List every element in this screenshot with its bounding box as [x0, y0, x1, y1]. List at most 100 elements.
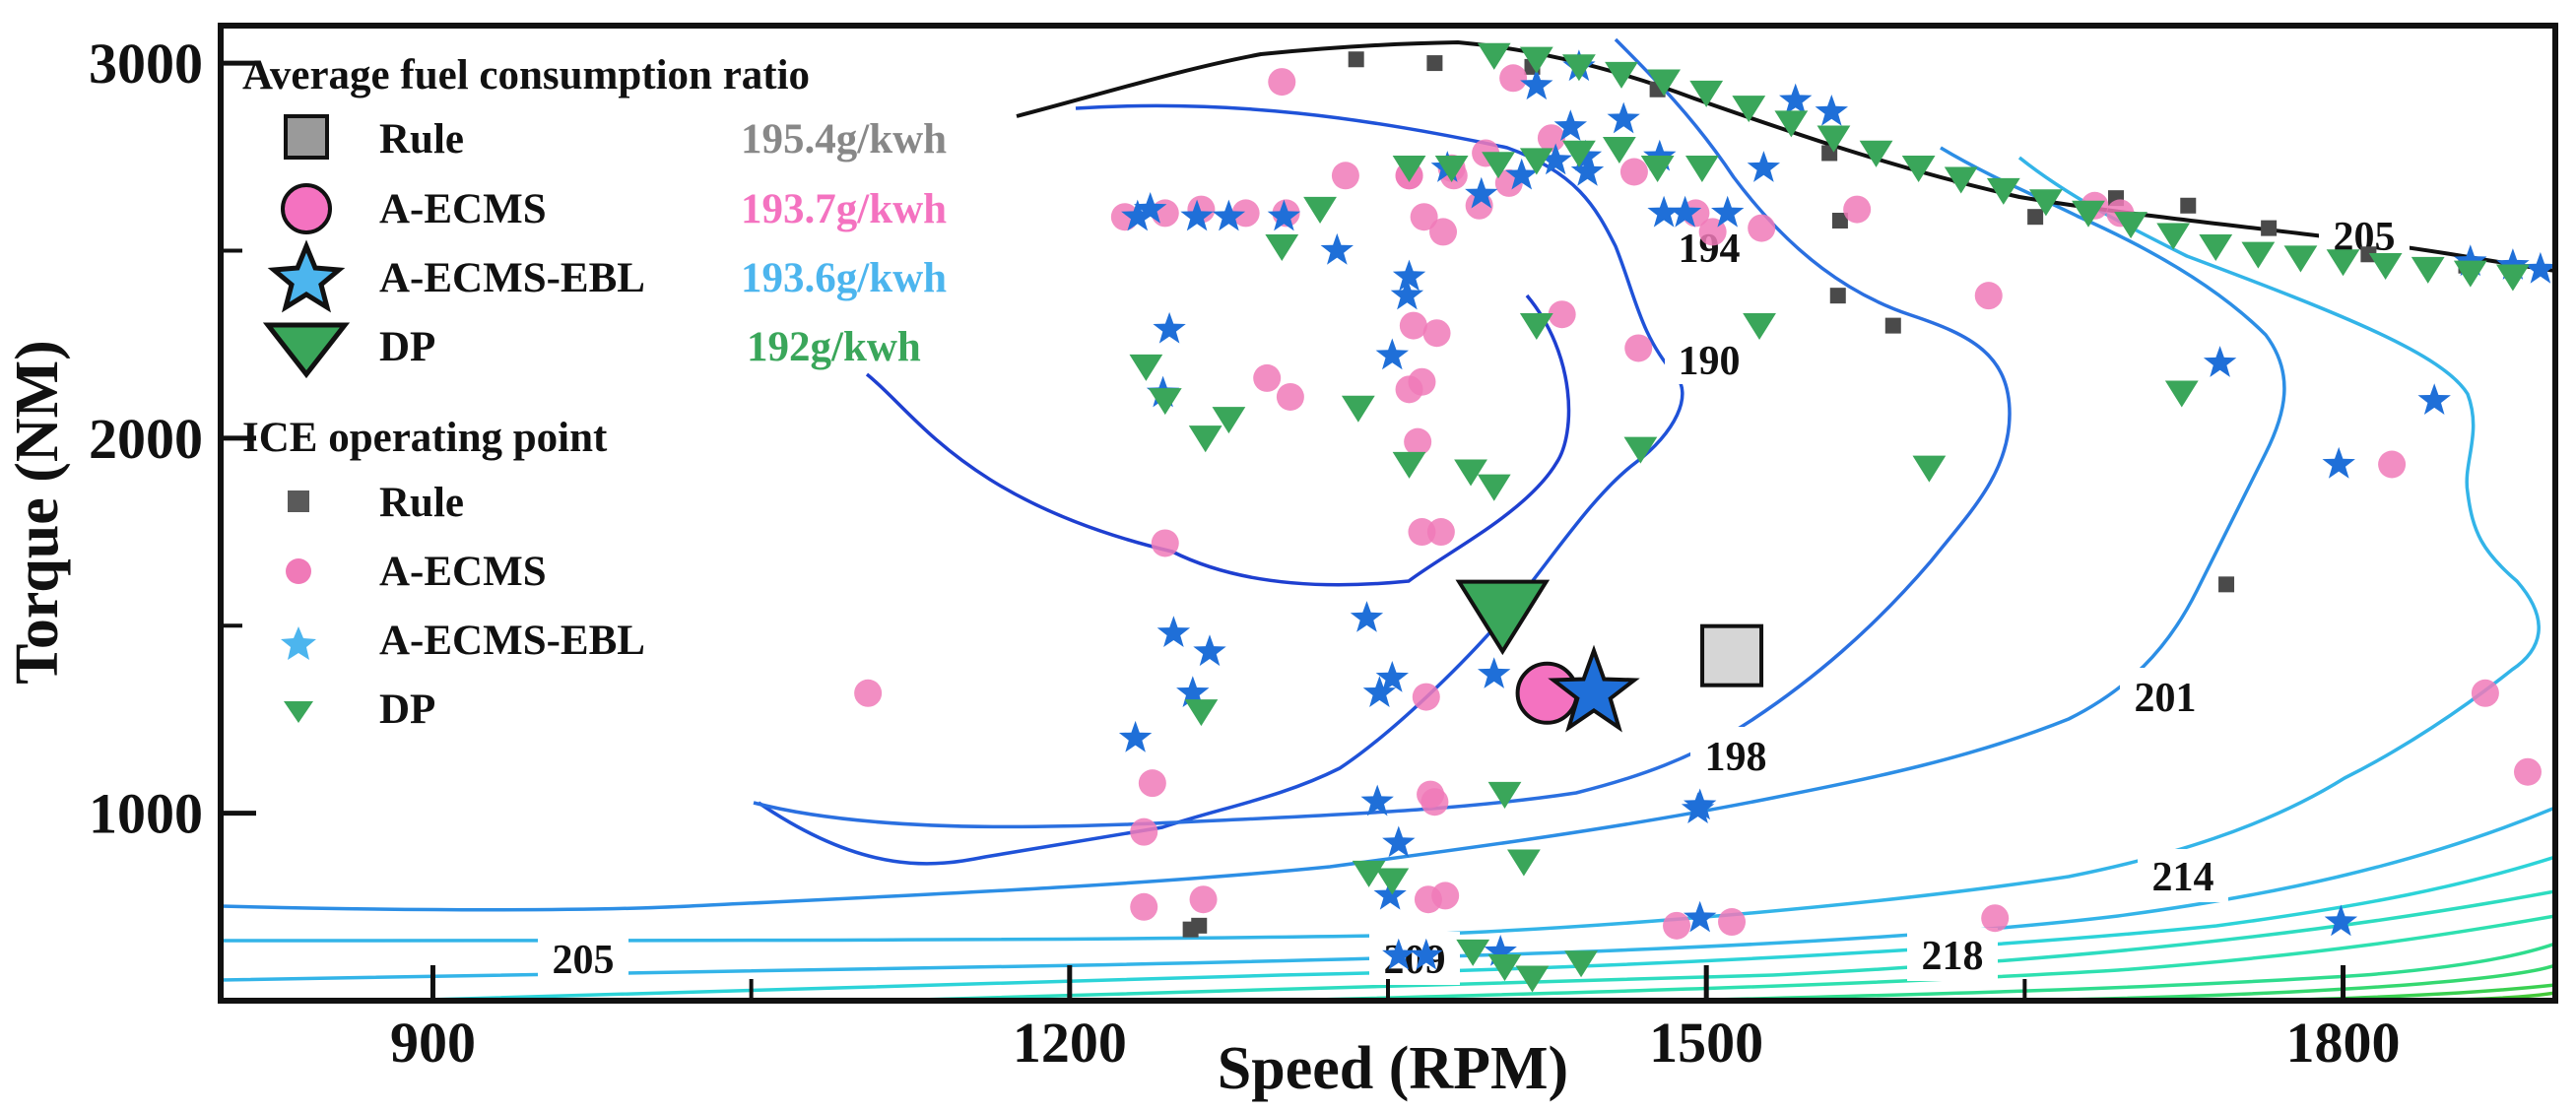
- a-ecms-operating-point: [1974, 282, 2003, 310]
- rule-operating-point: [1829, 288, 1846, 304]
- a-ecms-ebl-operating-point: [1815, 95, 1848, 126]
- dp-operating-point: [1148, 388, 1182, 416]
- contour-201: [221, 146, 2286, 912]
- dp-operating-point: [1184, 699, 1219, 727]
- a-ecms-ebl-operating-point: [1382, 938, 1416, 970]
- a-ecms-operating-point: [2513, 757, 2542, 786]
- dp-operating-point: [1623, 436, 1658, 464]
- a-ecms-ebl-operating-point: [1392, 259, 1426, 292]
- dp-operating-point: [2496, 264, 2530, 292]
- a-ecms-ebl-operating-point: [1118, 720, 1153, 752]
- a-ecms-operating-point: [1410, 203, 1438, 231]
- a-ecms-operating-point: [1408, 367, 1436, 396]
- dp-operating-point: [1506, 849, 1541, 877]
- a-ecms-ebl-operating-point: [1267, 199, 1301, 231]
- a-ecms-ebl-operating-point: [1647, 195, 1681, 228]
- dp-operating-point: [1605, 61, 1638, 89]
- operating-points: [854, 42, 2555, 993]
- dp-operating-point: [1859, 140, 1893, 167]
- a-ecms-ebl-operating-point: [1553, 109, 1587, 141]
- contour-190: [865, 294, 1571, 587]
- rule-operating-point: [1182, 921, 1199, 938]
- x-tick-label: 1500: [1649, 1011, 1763, 1075]
- contour-214b: [1280, 914, 2555, 1001]
- rule-operating-point: [2180, 197, 2197, 214]
- dp-operating-point: [1352, 860, 1386, 887]
- dp-operating-point: [1986, 177, 2020, 205]
- a-ecms-operating-point: [1548, 300, 1576, 329]
- rule-operating-point: [1426, 55, 1443, 72]
- legend-points-title: ICE operating point: [242, 415, 608, 461]
- a-ecms-ebl-operating-point: [1681, 792, 1715, 823]
- legend-rule-label: Rule: [379, 116, 464, 163]
- x-tick-label: 1800: [2286, 1011, 2401, 1075]
- legend-dp-point-label: DP: [379, 686, 435, 733]
- contour-label-198: 198: [1705, 735, 1767, 780]
- contour-label-214: 214: [2152, 855, 2214, 900]
- dp-operating-point: [1901, 156, 1936, 183]
- legend-dp-label: DP: [379, 324, 435, 370]
- dp-operating-point: [1519, 46, 1553, 74]
- dp-operating-point: [1519, 148, 1553, 175]
- dp-operating-point: [1602, 136, 1636, 164]
- dp-operating-point: [1487, 781, 1522, 809]
- dp-operating-point: [2072, 200, 2105, 228]
- a-ecms-ebl-operating-point: [1134, 192, 1167, 224]
- a-ecms-operating-point: [1426, 518, 1455, 547]
- contour-label-218: 218: [1922, 934, 1984, 979]
- a-ecms-ebl-operating-point: [1360, 784, 1394, 817]
- a-ecms-operating-point: [1619, 158, 1648, 186]
- legend-aecmsebl-value: 193.6g/kwh: [741, 255, 947, 301]
- contour-214a: [886, 889, 2555, 1001]
- dp-operating-point: [2156, 223, 2191, 250]
- a-ecms-operating-point: [1130, 892, 1158, 921]
- dp-operating-point: [2326, 249, 2360, 277]
- contour-198: [753, 37, 2012, 829]
- legend-aecmsebl-point-marker: [281, 626, 316, 660]
- dp-operating-point: [2283, 245, 2318, 273]
- a-ecms-operating-point: [1422, 319, 1451, 348]
- a-ecms-ebl-operating-point: [1193, 634, 1226, 667]
- dp-operating-point: [2453, 260, 2487, 288]
- a-ecms-ebl-operating-point: [1350, 601, 1384, 632]
- a-ecms-ebl-operating-point: [1121, 199, 1155, 231]
- contour-209: [393, 855, 2555, 1001]
- dp-operating-point: [1375, 868, 1410, 895]
- x-tick-label: 1200: [1013, 1011, 1127, 1075]
- legend-aecms-average-marker: [281, 183, 332, 234]
- a-ecms-ebl-operating-point: [1373, 878, 1407, 910]
- a-ecms-operating-point: [1399, 311, 1427, 340]
- a-ecms-operating-point: [1499, 64, 1528, 93]
- a-ecms-ebl-operating-point: [1643, 139, 1677, 171]
- legend-dp-average-marker: [262, 322, 351, 379]
- a-ecms-operating-point: [1130, 817, 1158, 846]
- a-ecms-ebl-operating-point: [1711, 195, 1745, 228]
- legend: Average fuel consumption ratio Rule 195.…: [242, 52, 947, 733]
- a-ecms-ebl-operating-point: [1570, 154, 1605, 186]
- a-ecms-operating-point: [1231, 199, 1260, 228]
- a-ecms-ebl-average-marker: [1548, 644, 1640, 733]
- a-ecms-operating-point: [1748, 214, 1776, 242]
- a-ecms-ebl-operating-point: [1668, 195, 1702, 228]
- dp-operating-point: [1519, 312, 1553, 340]
- dp-operating-point: [2368, 253, 2403, 281]
- a-ecms-ebl-operating-point: [1390, 278, 1424, 310]
- legend-dp-value: 192g/kwh: [747, 324, 921, 370]
- a-ecms-operating-point: [2471, 679, 2499, 707]
- legend-aecmsebl-label: A-ECMS-EBL: [379, 255, 645, 301]
- dp-operating-point: [1392, 451, 1426, 479]
- a-ecms-ebl-operating-point: [1539, 143, 1572, 175]
- dp-operating-point: [2029, 189, 2063, 217]
- dp-operating-point: [1477, 474, 1511, 501]
- dp-operating-point: [2114, 212, 2147, 239]
- dp-operating-point: [1640, 156, 1675, 183]
- dp-operating-point: [1129, 354, 1163, 381]
- rule-operating-point: [1884, 317, 1901, 334]
- a-ecms-operating-point: [1420, 788, 1449, 817]
- a-ecms-operating-point: [1276, 382, 1304, 411]
- dp-operating-point: [1482, 152, 1515, 179]
- a-ecms-ebl-operating-point: [1320, 232, 1354, 265]
- dp-operating-point: [1816, 125, 1851, 153]
- dp-operating-point: [1732, 96, 1766, 123]
- y-tick-label: 1000: [89, 782, 203, 846]
